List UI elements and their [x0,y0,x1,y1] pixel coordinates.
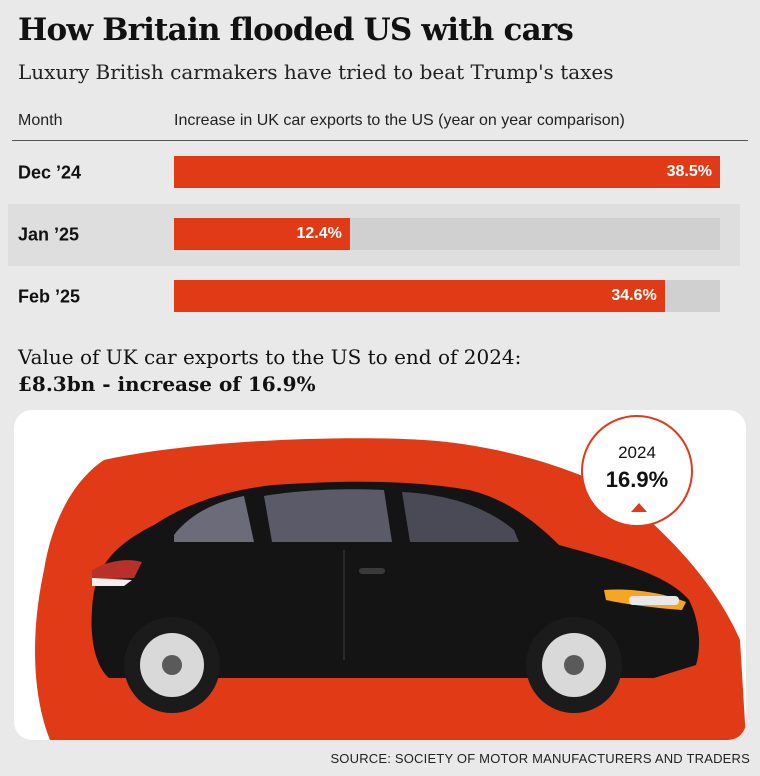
bar-row: Jan ’25 12.4% [8,204,740,266]
bar-track: 38.5% [174,156,720,188]
car-taillight [92,560,142,580]
car-front-window-2 [402,492,519,542]
summary-line: Value of UK car exports to the US to end… [18,345,522,369]
bar-category-label: Feb ’25 [18,286,81,307]
bar-track: 12.4% [174,218,720,250]
page-title: How Britain flooded US with cars [18,12,574,48]
up-arrow-icon [631,503,647,512]
bar-chart: Dec ’24 38.5% Jan ’25 12.4% Feb ’25 34.6% [8,142,740,328]
badge-year: 2024 [618,443,656,462]
car-headlight-strip [629,596,679,605]
bar-value-label: 12.4% [296,225,342,242]
badge-value: 16.9% [605,467,669,492]
bar-category-label: Dec ’24 [18,162,82,183]
bar-row: Dec ’24 38.5% [8,142,740,204]
bar-row: Feb ’25 34.6% [8,266,740,328]
car-rear-window [174,496,254,542]
car-icon [35,438,746,740]
bar-track: 34.6% [174,280,720,312]
bar-value-label: 38.5% [666,163,712,180]
summary-value: £8.3bn - increase of 16.9% [18,372,316,396]
bar: 34.6% [174,280,665,312]
header-divider [12,140,748,141]
bar: 38.5% [174,156,720,188]
column-header-increase: Increase in UK car exports to the US (ye… [174,112,625,129]
car-front-window-1 [264,489,392,542]
bar-value-label: 34.6% [611,287,657,304]
growth-badge: 2024 16.9% [581,415,693,527]
column-header-month: Month [18,112,63,129]
car-door-handle [359,568,385,574]
source-note: SOURCE: SOCIETY OF MOTOR MANUFACTURERS A… [330,751,750,766]
page-subtitle: Luxury British carmakers have tried to b… [18,60,614,84]
bar: 12.4% [174,218,350,250]
bar-category-label: Jan ’25 [18,224,80,245]
